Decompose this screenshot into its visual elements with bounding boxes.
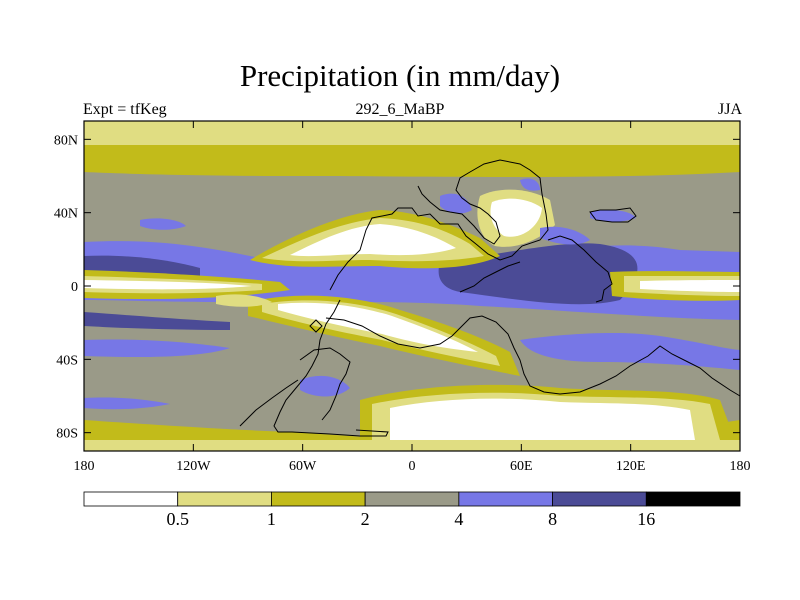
x-tick-label: 60W <box>289 459 317 474</box>
y-tick-label: 40S <box>56 353 78 368</box>
colorbar-swatch <box>271 491 366 507</box>
x-tick-label: 0 <box>409 459 416 474</box>
y-tick-label: 80S <box>56 427 78 442</box>
colorbar-swatch <box>177 491 272 507</box>
season-label: JJA <box>717 101 742 118</box>
y-tick-label: 0 <box>71 280 78 295</box>
continent-outlines <box>239 159 741 437</box>
y-axis: 80N 40N 0 40S 80S <box>54 133 740 442</box>
colorbar-swatch <box>83 491 179 507</box>
x-tick-label: 60E <box>510 459 533 474</box>
colorbar-swatch <box>552 491 647 507</box>
colorbar-swatch <box>645 491 741 507</box>
x-tick-label: 180 <box>730 459 751 474</box>
colorbar-label: 0.5 <box>166 509 189 529</box>
colorbar: 0.5 1 2 4 8 16 <box>83 491 741 529</box>
map-title: Precipitation (in mm/day) <box>239 58 561 93</box>
x-axis: 180 120W 60W 0 60E 120E 180 <box>74 121 751 474</box>
y-tick-label: 80N <box>54 133 78 148</box>
colorbar-swatch <box>364 491 460 507</box>
precipitation-field <box>84 121 740 451</box>
x-tick-label: 180 <box>74 459 95 474</box>
colorbar-label: 1 <box>267 509 276 529</box>
colorbar-label: 4 <box>454 509 463 529</box>
colorbar-swatch <box>458 491 553 507</box>
y-tick-label: 40N <box>54 207 78 222</box>
colorbar-label: 2 <box>361 509 370 529</box>
colorbar-label: 8 <box>548 509 557 529</box>
colorbar-label: 16 <box>637 509 655 529</box>
x-tick-label: 120W <box>176 459 211 474</box>
x-tick-label: 120E <box>616 459 646 474</box>
period-label: 292_6_MaBP <box>355 101 445 118</box>
experiment-label: Expt = tfKeg <box>83 101 167 118</box>
